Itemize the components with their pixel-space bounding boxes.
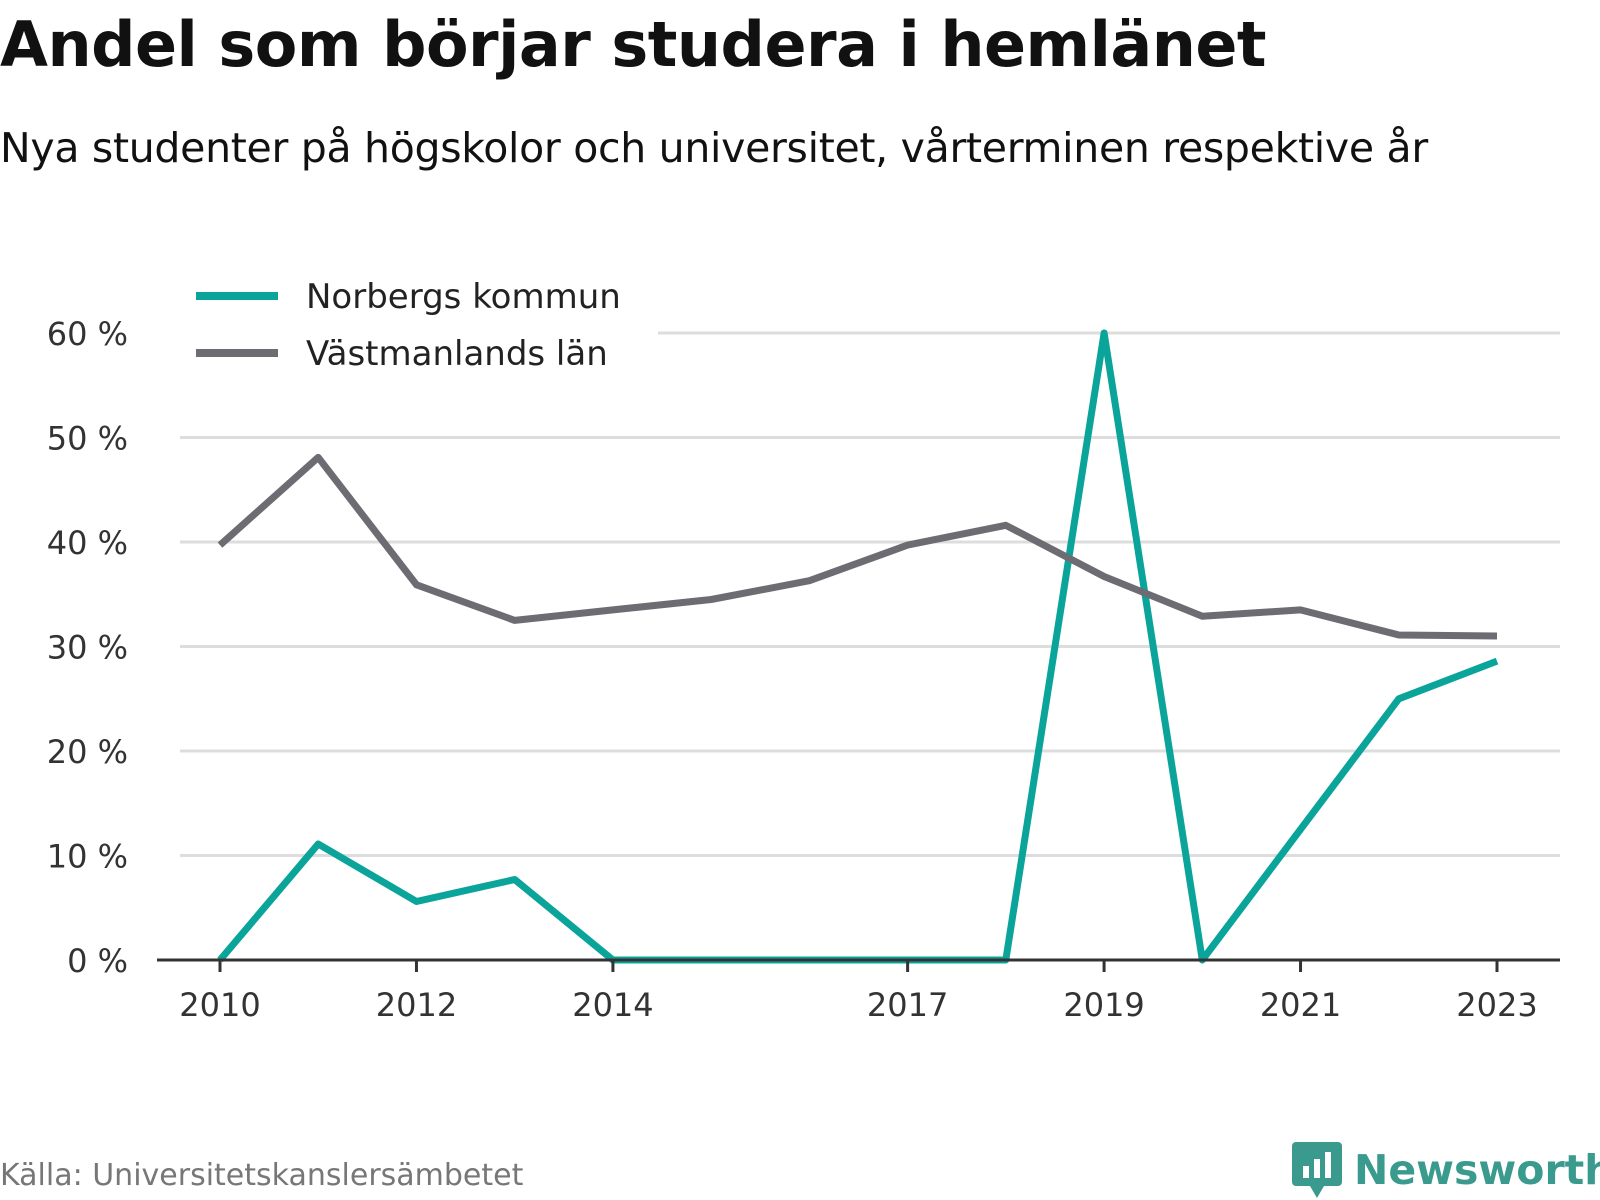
newsworthy-logo[interactable]: Newsworthy [1292,1140,1600,1200]
x-tick-label: 2023 [1456,986,1537,1024]
x-tick-label: 2019 [1063,986,1144,1024]
line-chart: 0 % 10 % 20 % 30 % 40 % 50 % 60 % 2010 2012 2014… [46,270,1560,1024]
newsworthy-logo-icon [1292,1142,1342,1198]
legend-background [180,270,658,378]
chart-subtitle: Nya studenter på högskolor och universit… [0,124,1428,172]
y-tick-label: 20 % [47,733,128,771]
brand-name: Newsworthy [1354,1146,1600,1194]
x-tick-label: 2021 [1260,986,1341,1024]
x-axis [157,958,1560,972]
chart-title: Andel som börjar studera i hemlänet [0,8,1267,81]
y-tick-label: 60 % [47,315,128,353]
series-line-vastmanland [217,453,1498,640]
x-axis-labels: 2010 2012 2014 2017 2019 2021 2023 [179,986,1537,1024]
y-tick-label: 10 % [47,838,128,876]
legend-label-vastmanland: Västmanlands län [306,334,608,374]
y-tick-label: 0 % [67,942,128,980]
y-tick-label: 50 % [47,420,128,458]
legend-label-norberg: Norbergs kommun [306,277,621,317]
source-note: Källa: Universitetskanslersämbetet [0,1158,524,1193]
legend[interactable]: Norbergs kommun Västmanlands län [180,270,658,378]
y-tick-label: 30 % [47,629,128,667]
grid-lines [180,331,1560,857]
y-axis-labels: 0 % 10 % 20 % 30 % 40 % 50 % 60 % [47,315,128,980]
x-tick-label: 2010 [179,986,260,1024]
x-tick-label: 2014 [572,986,653,1024]
x-tick-label: 2012 [376,986,457,1024]
y-tick-label: 40 % [47,524,128,562]
x-tick-label: 2017 [867,986,948,1024]
